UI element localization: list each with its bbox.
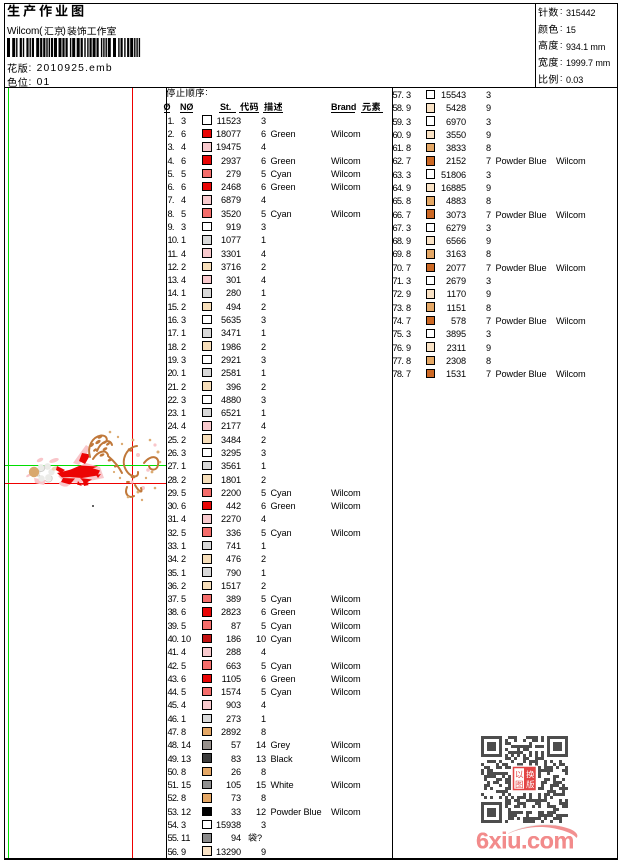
svg-text:6xiu.com: 6xiu.com: [476, 828, 574, 854]
svg-text:6xiu.com: 6xiu.com: [476, 828, 574, 854]
